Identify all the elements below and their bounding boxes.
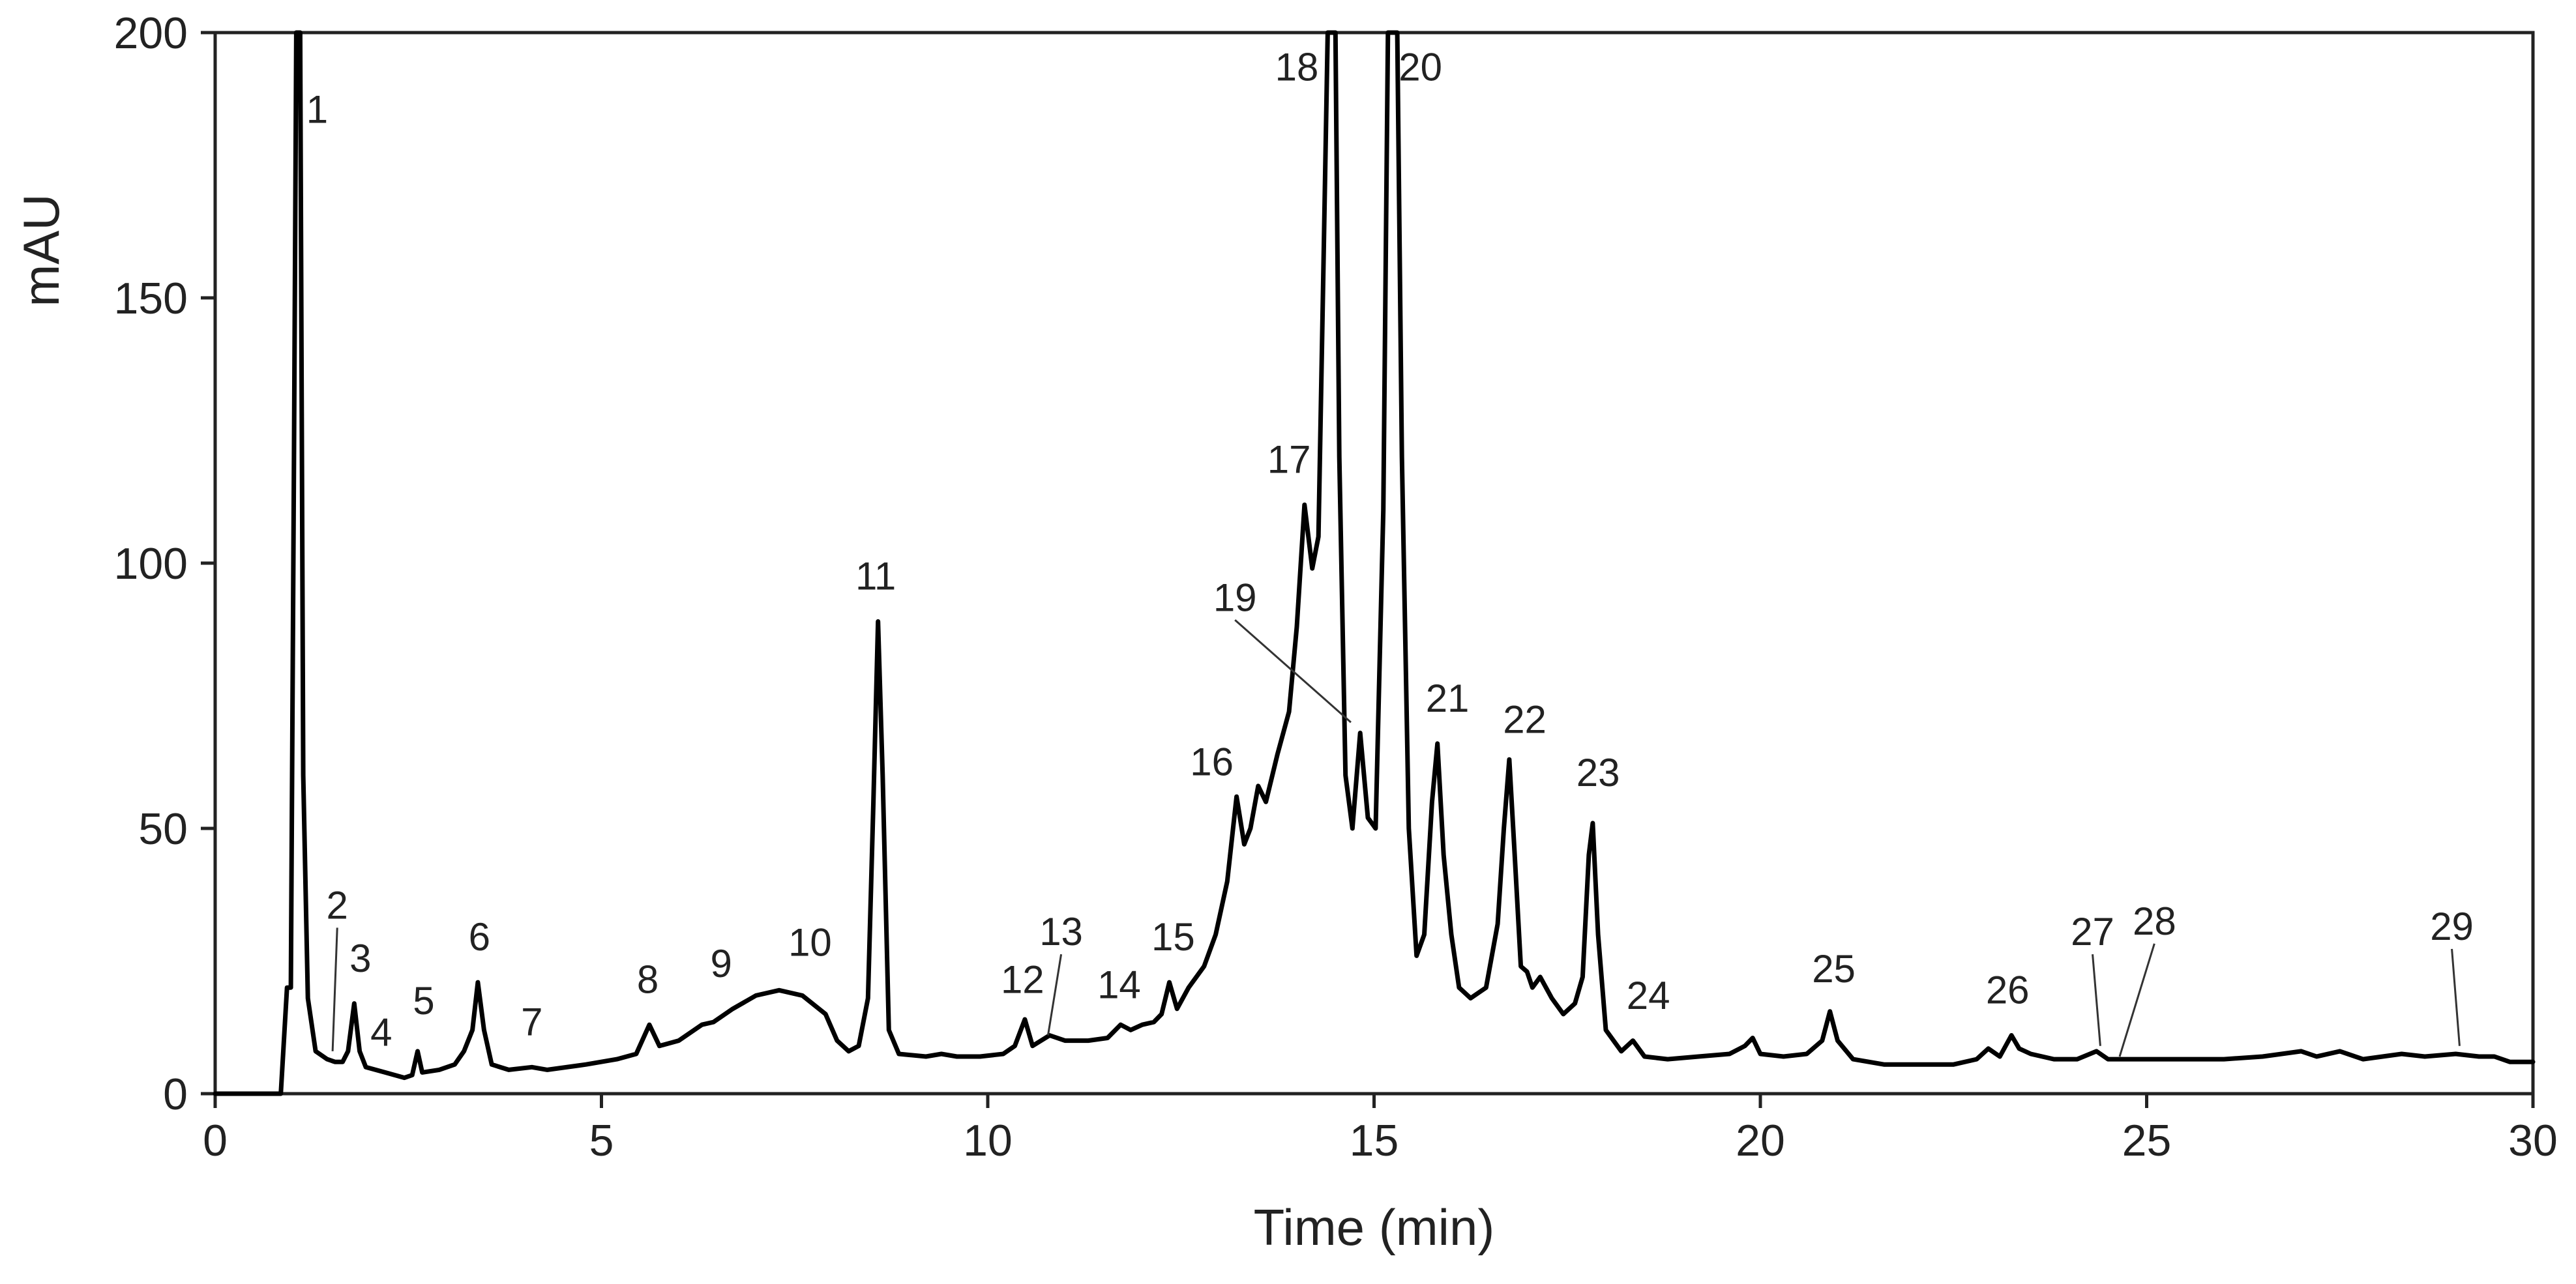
peak-label: 10 — [788, 920, 832, 964]
x-axis-title: Time (min) — [1254, 1199, 1495, 1256]
x-tick-label: 30 — [2508, 1116, 2558, 1165]
peak-label: 17 — [1267, 438, 1311, 482]
y-tick-label: 50 — [138, 804, 188, 854]
peak-label: 1 — [306, 87, 328, 131]
x-tick-label: 15 — [1350, 1116, 1399, 1165]
x-tick-label: 0 — [203, 1116, 228, 1165]
peak-leader-line — [2118, 943, 2155, 1057]
peak-label: 12 — [1001, 957, 1044, 1001]
series-layer — [213, 30, 2536, 1096]
y-tick-label: 150 — [114, 274, 188, 323]
peak-leader-line — [331, 927, 338, 1051]
peak-leader-line — [2451, 948, 2461, 1046]
peak-label: 11 — [855, 555, 896, 598]
peak-label: 27 — [2071, 910, 2114, 954]
y-axis-title: mAU — [12, 194, 70, 306]
peak-label: 16 — [1190, 740, 1234, 784]
peak-label: 7 — [521, 1000, 542, 1043]
peak-label: 4 — [370, 1011, 392, 1055]
x-axis: 0 5 10 15 20 25 30 — [203, 1094, 2558, 1165]
peak-label: 9 — [710, 942, 732, 985]
x-tick-label: 25 — [2122, 1116, 2172, 1165]
y-tick-label: 0 — [163, 1070, 188, 1119]
peak-label: 21 — [1426, 677, 1470, 720]
peak-label: 29 — [2430, 905, 2474, 948]
x-tick-label: 5 — [589, 1116, 614, 1165]
y-tick-label: 200 — [114, 8, 188, 58]
peak-label: 18 — [1275, 45, 1319, 89]
peak-label: 28 — [2133, 899, 2176, 943]
x-tick-label: 10 — [963, 1116, 1013, 1165]
peak-label: 5 — [413, 979, 434, 1023]
peak-label: 25 — [1812, 947, 1856, 991]
peak-label: 19 — [1213, 576, 1257, 619]
chromatogram-line — [213, 30, 2536, 1096]
peak-label: 20 — [1399, 45, 1442, 89]
peak-label: 15 — [1151, 915, 1195, 959]
peak-label: 26 — [1986, 969, 2030, 1012]
peak-label: 13 — [1039, 910, 1083, 954]
peak-label: 14 — [1097, 963, 1141, 1006]
peak-leader-line — [1234, 619, 1352, 723]
peak-leader-line — [2092, 954, 2101, 1046]
peak-label: 24 — [1627, 974, 1670, 1017]
peak-label: 8 — [637, 957, 659, 1001]
x-tick-label: 20 — [1736, 1116, 1785, 1165]
peak-label: 6 — [469, 915, 490, 959]
y-axis: 0 50 100 150 200 — [114, 8, 215, 1119]
y-tick-label: 100 — [114, 539, 188, 589]
peak-label: 3 — [349, 937, 371, 980]
peak-leader-line — [1046, 954, 1063, 1036]
peak-label: 22 — [1503, 697, 1547, 741]
peak-label: 23 — [1577, 751, 1620, 795]
peak-label: 2 — [327, 883, 348, 927]
